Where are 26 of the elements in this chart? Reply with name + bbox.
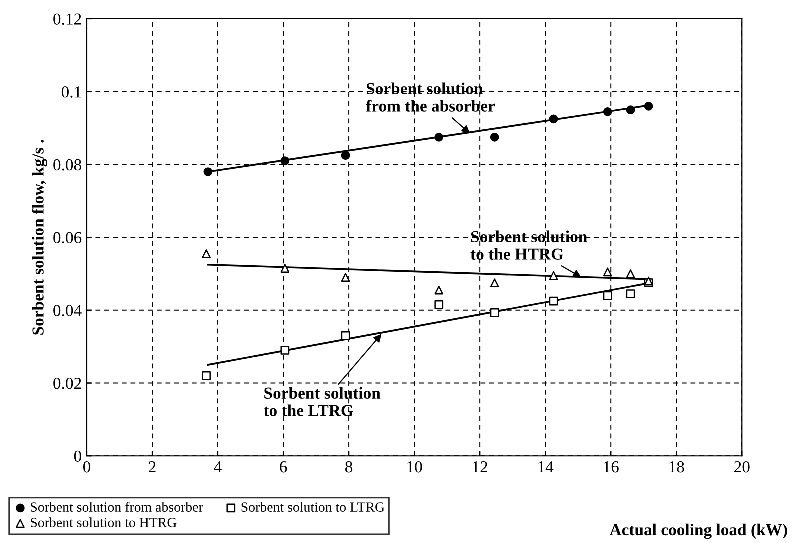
y-tick-label: 0.08	[54, 159, 82, 171]
y-tick-label: 0.04	[54, 305, 82, 316]
annotation: Sorbent solution to the HTRG	[470, 230, 588, 260]
y-tick-label: 0.06	[54, 232, 82, 244]
y-tick-label: 0	[74, 450, 82, 462]
annotation: Sorbent solution from the absorber	[366, 82, 496, 112]
x-tick-label: 10	[408, 461, 422, 473]
x-tick-label: 2	[149, 462, 156, 473]
legend-label: Sorbent solution to HTRG	[31, 518, 177, 528]
annotation: Sorbent solution to the LTRG	[264, 387, 381, 416]
x-tick-label: 14	[538, 462, 554, 473]
x-tick-label: 16	[604, 462, 619, 473]
x-tick-label: 6	[280, 462, 288, 473]
x-tick-label: 12	[473, 462, 488, 473]
y-tick-label: 0.02	[54, 378, 82, 390]
x-tick-label: 4	[214, 462, 222, 473]
legend-label: Sorbent solution to LTRG	[242, 502, 385, 512]
x-axis-title: Actual cooling load (kW)	[610, 524, 788, 540]
x-tick-label: 18	[670, 461, 684, 473]
legend-label: Sorbent solution from absorber	[31, 502, 204, 512]
x-tick-label: 20	[734, 461, 750, 473]
y-tick-label: 0.12	[54, 14, 82, 26]
x-tick-label: 0	[83, 461, 91, 473]
y-axis-title: Sorbent solution flow, kg/s .	[32, 140, 48, 335]
y-tick-label: 0.1	[62, 86, 82, 98]
x-tick-label: 8	[346, 461, 353, 473]
